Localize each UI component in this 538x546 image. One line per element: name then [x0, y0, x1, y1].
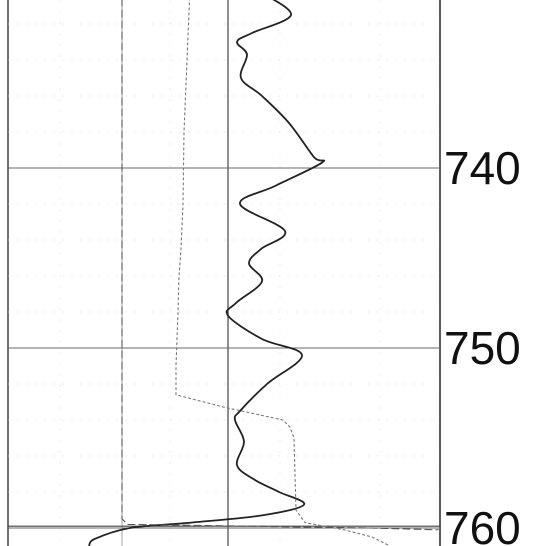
series-layer: [88, 0, 439, 546]
y-tick-label-750: 750: [444, 322, 521, 374]
series-solid-curve: [88, 0, 326, 546]
gridlines: [8, 0, 440, 546]
y-tick-label-740: 740: [444, 142, 521, 194]
chart-frame: [7, 0, 441, 546]
y-tick-labels: 740 750 760: [444, 142, 521, 546]
series-dashed-curve: [121, 0, 439, 531]
series-dotted-curve: [175, 0, 391, 546]
y-tick-label-760: 760: [444, 502, 521, 546]
